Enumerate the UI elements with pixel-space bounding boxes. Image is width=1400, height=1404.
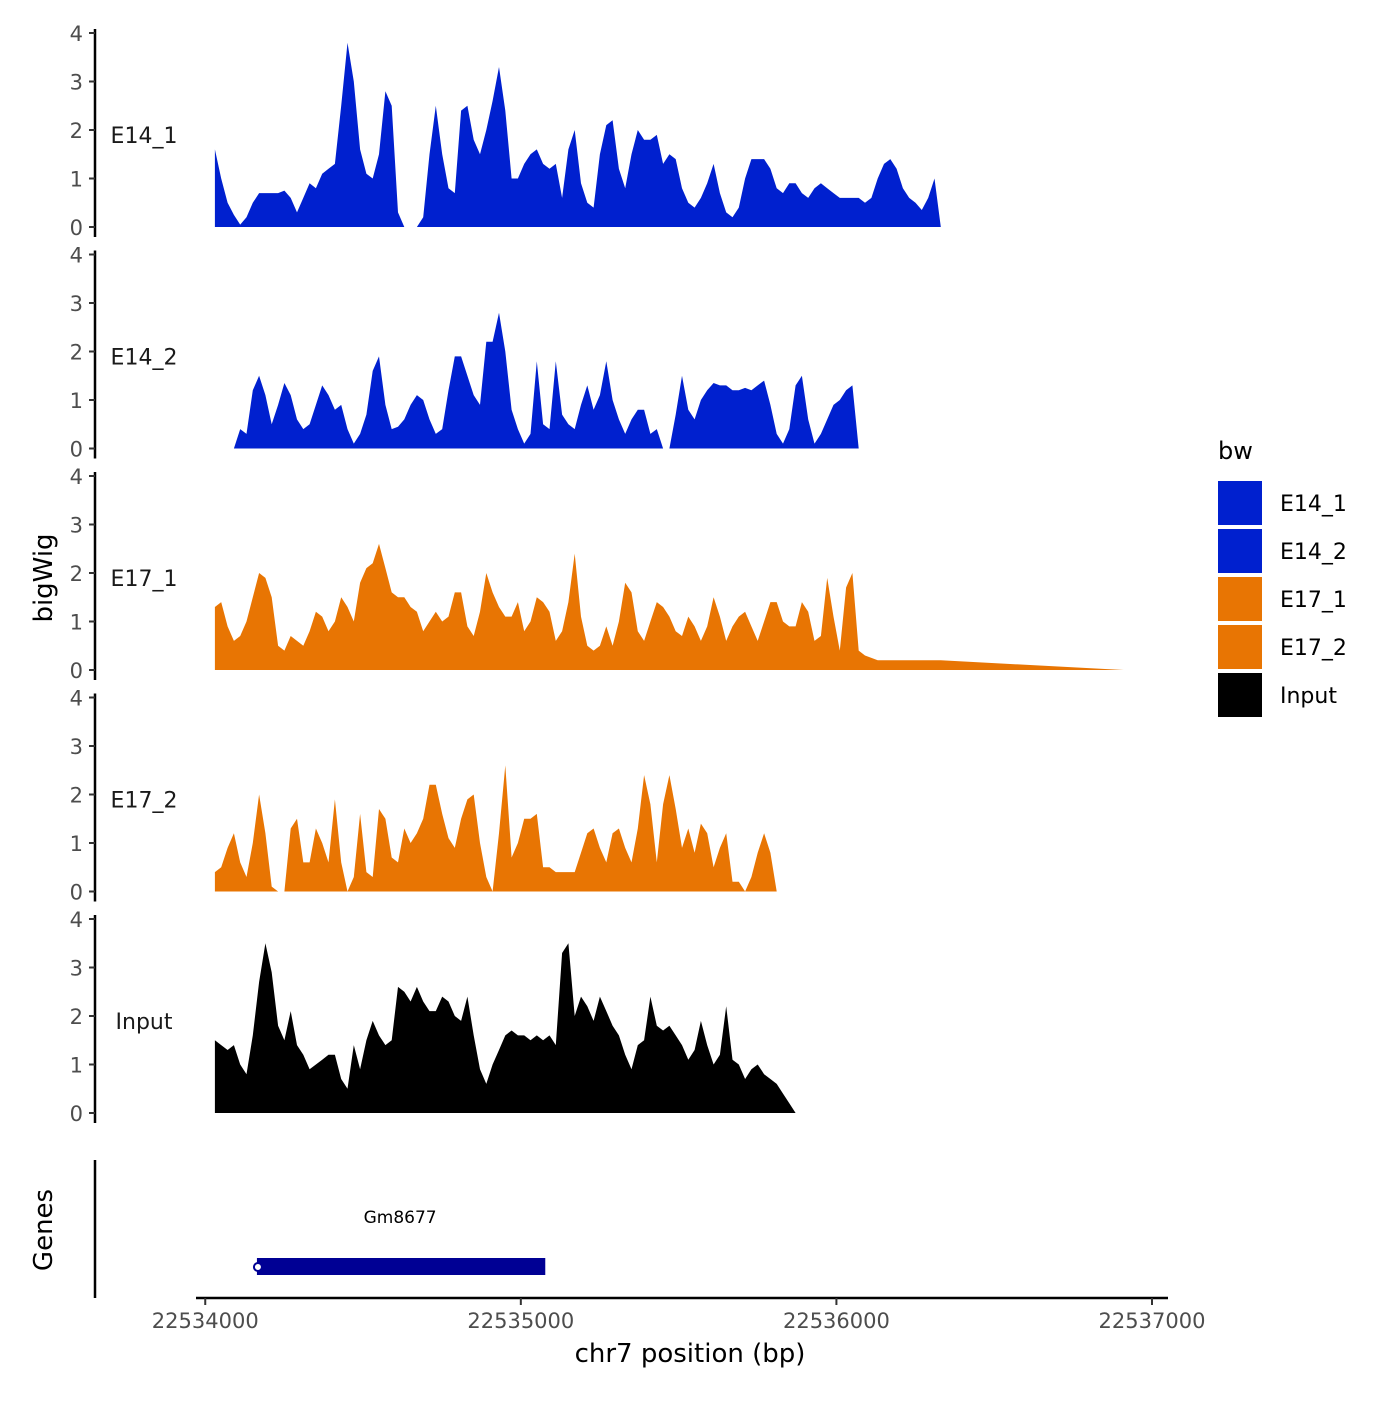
y-tick-label: 2	[70, 1005, 83, 1029]
x-axis-layer: 22534000 22535000 22536000 22537000	[152, 1296, 1206, 1333]
track-label: E14_1	[111, 124, 178, 149]
y-tick-label: 4	[70, 244, 83, 268]
gene-track-layer: Gm8677	[93, 1160, 546, 1298]
y-tick-label: 4	[70, 908, 83, 932]
legend-label: E14_2	[1280, 540, 1347, 565]
y-tick-label: 4	[70, 465, 83, 489]
y-tick-label: 0	[70, 216, 83, 240]
x-tick-label: 22536000	[783, 1309, 890, 1333]
x-tick-label: 22534000	[152, 1309, 259, 1333]
legend-label: E14_1	[1280, 492, 1347, 517]
legend-label: E17_1	[1280, 588, 1347, 613]
y-tick-label: 4	[70, 687, 83, 711]
y-tick-label: 1	[70, 168, 83, 192]
y-tick-label: 3	[70, 514, 83, 538]
y-tick-label: 3	[70, 292, 83, 316]
area-E17_2	[214, 765, 1124, 892]
y-tick-label: 3	[70, 71, 83, 95]
legend-title: bw	[1218, 437, 1253, 465]
genes-axis-title: Genes	[29, 1189, 59, 1271]
y-axis-title: bigWig	[29, 533, 59, 622]
y-tick-label: 3	[70, 957, 83, 981]
x-tick-label: 22535000	[467, 1309, 574, 1333]
y-tick-label: 2	[70, 341, 83, 365]
legend-label: E17_2	[1280, 636, 1347, 661]
y-tick-label: 1	[70, 389, 83, 413]
y-tick-label: 0	[70, 881, 83, 905]
track-label: E17_1	[111, 567, 178, 592]
track-Input: 0 1 2 3 4 Input	[70, 908, 1124, 1126]
legend-swatch	[1218, 673, 1262, 717]
y-tick-label: 3	[70, 735, 83, 759]
y-tick-label: 2	[70, 784, 83, 808]
legend-swatch	[1218, 577, 1262, 621]
y-tick-label: 2	[70, 119, 83, 143]
x-axis-title: chr7 position (bp)	[575, 1339, 806, 1369]
y-tick-label: 4	[70, 22, 83, 46]
legend-swatch	[1218, 625, 1262, 669]
track-E17_1: 0 1 2 3 4 E17_1	[70, 465, 1124, 683]
area-E14_1	[214, 42, 1124, 228]
gene-bar	[256, 1258, 546, 1275]
legend-label: Input	[1280, 684, 1337, 709]
area-Input	[214, 943, 1124, 1113]
track-label: E14_2	[111, 346, 178, 371]
y-tick-label: 1	[70, 1054, 83, 1078]
area-E14_2	[214, 312, 1124, 449]
legend-layer: E14_1 E14_2 E17_1 E17_2 Input	[1218, 481, 1347, 717]
track-label: E17_2	[111, 789, 178, 814]
y-tick-label: 0	[70, 438, 83, 462]
track-label: Input	[116, 1010, 173, 1035]
legend-swatch	[1218, 529, 1262, 573]
area-E17_1	[214, 543, 1124, 670]
track-E17_2: 0 1 2 3 4 E17_2	[70, 687, 1124, 905]
y-tick-label: 2	[70, 562, 83, 586]
tracks-layer: 0 1 2 3 4 E14_1 0 1 2 3 4 E14_2 0 1 2 3 4 E17_1 0 1 2 3 4 E17_2…	[70, 22, 1124, 1126]
y-tick-label: 0	[70, 1102, 83, 1126]
legend-swatch	[1218, 481, 1262, 525]
track-E14_2: 0 1 2 3 4 E14_2	[70, 244, 1124, 462]
gene-start-marker	[252, 1262, 263, 1272]
track-E14_1: 0 1 2 3 4 E14_1	[70, 22, 1124, 240]
y-tick-label: 1	[70, 832, 83, 856]
y-tick-label: 1	[70, 611, 83, 635]
x-tick-label: 22537000	[1099, 1309, 1206, 1333]
y-tick-label: 0	[70, 659, 83, 683]
gene-label: Gm8677	[364, 1208, 437, 1228]
